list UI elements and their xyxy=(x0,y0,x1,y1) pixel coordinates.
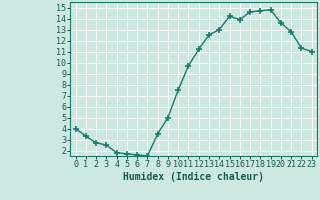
X-axis label: Humidex (Indice chaleur): Humidex (Indice chaleur) xyxy=(123,172,264,182)
